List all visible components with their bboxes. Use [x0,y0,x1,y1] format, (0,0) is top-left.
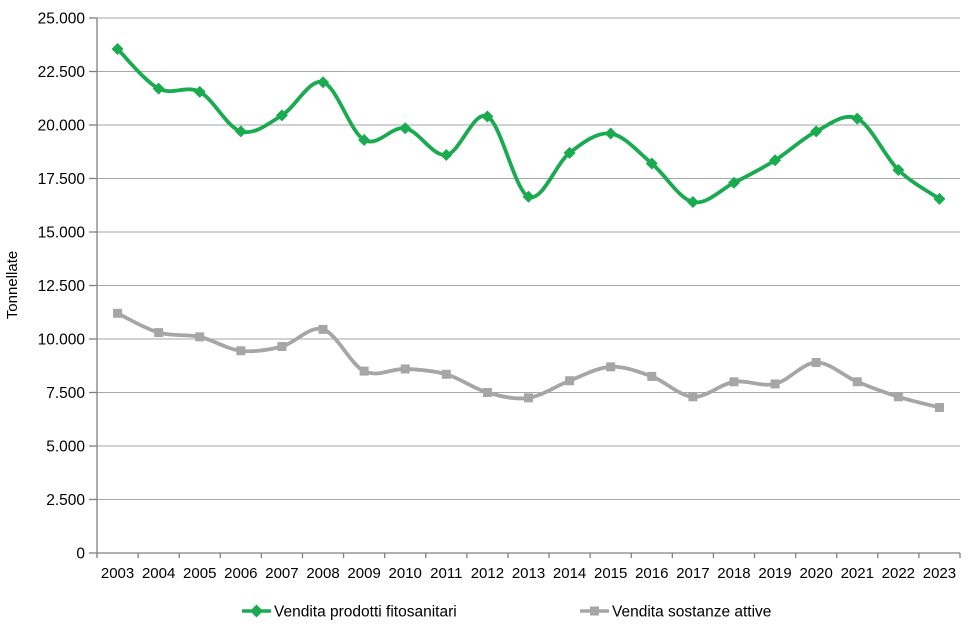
data-point-square [236,346,246,356]
y-axis-tick-labels: 0 2.500 5.000 7.500 10.000 12.500 15.000 17.500… [38,11,86,563]
y-axis-ticks [89,17,97,554]
x-axis-tick-labels: 2003 2004 2005 2006 2007 2008 2009 2010 2011 2012… [101,565,956,582]
data-point-square [688,392,698,402]
x-tick-label: 2004 [142,565,175,582]
data-point-square [154,328,164,338]
x-tick-label: 2018 [717,565,750,582]
data-point-square [893,392,903,402]
x-axis-ticks [96,553,961,558]
x-tick-label: 2022 [882,565,915,582]
x-tick-label: 2008 [306,565,339,582]
data-point-diamond [440,148,453,161]
gridlines [97,17,960,554]
data-point-diamond [193,85,206,98]
data-point-diamond [769,154,782,167]
data-point-diamond [152,82,165,95]
data-point-diamond [851,112,864,125]
data-point-square [729,377,739,387]
x-tick-label: 2007 [265,565,298,582]
y-tick-label: 10.000 [38,332,86,349]
x-tick-label: 2011 [430,565,462,582]
x-tick-label: 2006 [224,565,257,582]
y-tick-label: 2.500 [46,492,85,509]
data-point-square [770,379,780,389]
data-point-diamond [933,192,946,205]
x-tick-label: 2009 [347,565,380,582]
y-tick-label: 7.500 [46,385,85,402]
series-1 [113,308,944,412]
data-point-square [811,358,821,368]
legend-label-prodotti-fitosanitari: Vendita prodotti fitosanitari [274,604,457,621]
x-tick-label: 2010 [389,565,422,582]
x-tick-label: 2021 [841,565,874,582]
legend-diamond-marker-icon [250,604,263,618]
x-tick-label: 2003 [101,565,134,582]
data-point-diamond [686,196,699,209]
data-point-diamond [111,43,124,56]
x-tick-label: 2019 [758,565,791,582]
data-point-diamond [317,76,330,89]
legend-item-prodotti-fitosanitari: Vendita prodotti fitosanitari [242,604,457,621]
data-point-square [565,376,575,386]
x-tick-label: 2015 [594,565,627,582]
data-point-diamond [234,125,247,138]
data-point-diamond [522,190,535,203]
data-point-square [441,369,451,379]
y-tick-label: 20.000 [38,118,86,135]
series-0 [111,43,946,209]
data-series [111,43,946,412]
data-point-diamond [645,157,658,170]
data-point-square [606,362,616,372]
legend-square-marker-icon [590,606,599,616]
data-point-square [400,364,410,374]
data-point-diamond [275,109,288,122]
data-point-diamond [399,122,412,135]
x-tick-label: 2014 [553,565,586,582]
data-point-diamond [810,125,823,138]
data-point-square [113,308,123,318]
y-tick-label: 15.000 [38,225,86,242]
data-point-diamond [892,163,905,176]
y-axis-title: Tonnellate [4,251,21,319]
data-point-square [647,371,657,381]
data-point-square [359,366,369,376]
x-tick-label: 2020 [799,565,832,582]
x-tick-label: 2012 [471,565,504,582]
data-point-square [524,393,533,403]
legend-item-sostanze-attive: Vendita sostanze attive [580,604,771,621]
data-point-diamond [358,133,371,146]
x-tick-label: 2017 [676,565,709,582]
data-point-diamond [604,127,617,140]
data-point-square [852,377,862,387]
x-tick-label: 2016 [635,565,668,582]
y-tick-label: 0 [76,546,85,563]
x-tick-label: 2005 [183,565,216,582]
x-tick-label: 2023 [923,565,956,582]
data-point-square [195,332,205,342]
y-tick-label: 22.500 [38,64,86,81]
x-tick-label: 2013 [512,565,545,582]
data-point-diamond [481,110,494,123]
data-point-square [482,388,492,397]
y-tick-label: 5.000 [46,439,85,456]
legend: Vendita prodotti fitosanitari Vendita so… [242,604,771,621]
data-point-square [318,324,328,334]
y-tick-label: 17.500 [38,171,86,188]
data-point-diamond [727,176,740,189]
data-point-diamond [563,146,576,159]
data-point-square [277,341,287,351]
y-tick-label: 12.500 [38,278,86,295]
legend-label-sostanze-attive: Vendita sostanze attive [612,604,771,621]
data-point-square [934,402,944,412]
y-tick-label: 25.000 [38,11,86,28]
